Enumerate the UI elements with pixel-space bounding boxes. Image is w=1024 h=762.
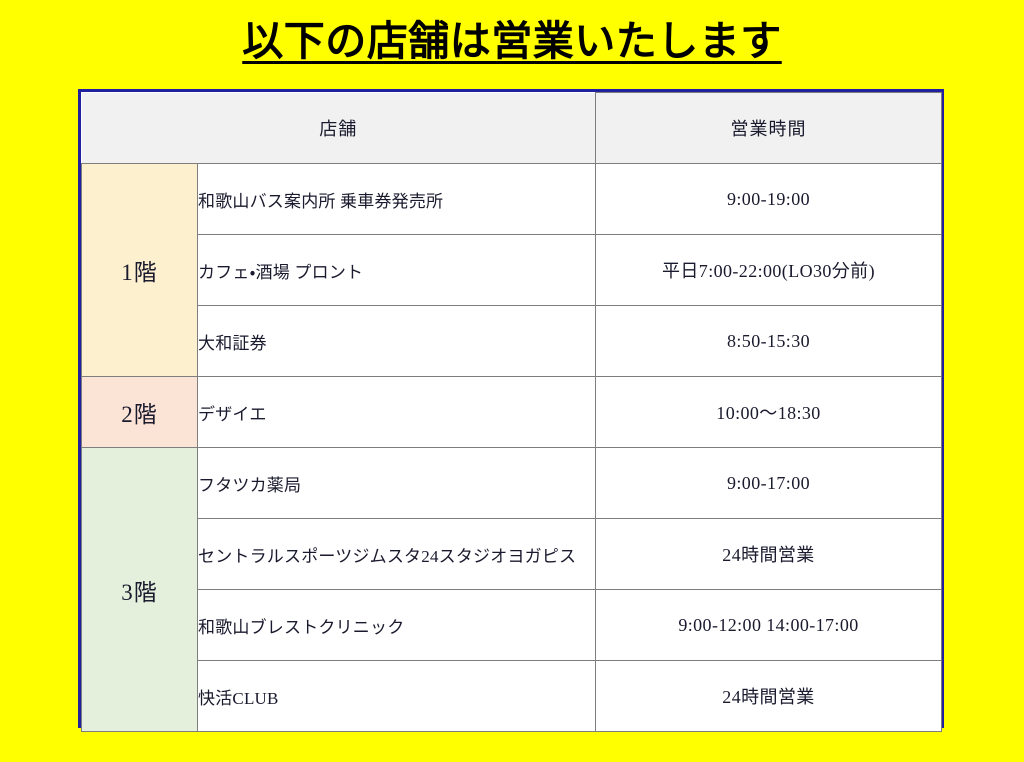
table-header: 店舗 営業時間 bbox=[81, 92, 942, 164]
table-row: 1階 和歌山バス案内所 乗車券発売所 9:00-19:00 bbox=[81, 163, 942, 377]
table-body: 1階 和歌山バス案内所 乗車券発売所 9:00-19:00 カフェ・酒場 プロン… bbox=[81, 163, 942, 732]
shop-hours: 9:00-12:00 14:00-17:00 bbox=[595, 589, 942, 661]
table-row: 2階 デザイエ 10:00〜18:30 bbox=[81, 376, 942, 448]
floor-label-3f: 3階 bbox=[81, 447, 198, 732]
shop-name: デザイエ bbox=[197, 376, 596, 448]
page-title: 以下の店舗は営業いたします bbox=[242, 16, 782, 65]
table-row: 和歌山ブレストクリニック 9:00-12:00 14:00-17:00 bbox=[82, 589, 942, 661]
shop-hours: 24時間営業 bbox=[595, 660, 942, 732]
page-title-banner: 以下の店舗は営業いたします bbox=[0, 0, 1024, 82]
shop-name: カフェ・酒場 プロント bbox=[197, 234, 596, 306]
column-header-shop: 店舗 bbox=[81, 92, 596, 164]
table-row: カフェ・酒場 プロント 平日7:00-22:00(LO30分前) bbox=[82, 234, 942, 306]
shop-name: 快活CLUB bbox=[197, 660, 596, 732]
store-hours-table-frame: 店舗 営業時間 1階 和歌山バス案内所 乗車券発売所 9:00-19:00 カフ… bbox=[78, 89, 944, 732]
column-header-hours: 営業時間 bbox=[595, 92, 942, 164]
shop-name: フタツカ薬局 bbox=[197, 447, 596, 519]
shop-hours: 8:50-15:30 bbox=[595, 305, 942, 377]
shop-hours: 10:00〜18:30 bbox=[595, 376, 942, 448]
floor-label-2f: 2階 bbox=[81, 376, 198, 448]
shop-hours: 平日7:00-22:00(LO30分前) bbox=[595, 234, 942, 306]
shop-hours: 9:00-19:00 bbox=[595, 163, 942, 235]
shop-name: 和歌山ブレストクリニック bbox=[197, 589, 596, 661]
table-row: セントラルスポーツジムスタ24スタジオヨガピス 24時間営業 bbox=[82, 518, 942, 590]
shop-name: 和歌山バス案内所 乗車券発売所 bbox=[197, 163, 596, 235]
shop-hours: 24時間営業 bbox=[595, 518, 942, 590]
table-header-row: 店舗 営業時間 bbox=[81, 92, 942, 164]
shop-hours: 9:00-17:00 bbox=[595, 447, 942, 519]
shop-name: 大和証券 bbox=[197, 305, 596, 377]
floor-label-1f: 1階 bbox=[81, 163, 198, 377]
table-row: 大和証券 8:50-15:30 bbox=[82, 305, 942, 377]
shop-name: セントラルスポーツジムスタ24スタジオヨガピス bbox=[197, 518, 596, 590]
store-hours-table: 店舗 営業時間 1階 和歌山バス案内所 乗車券発売所 9:00-19:00 カフ… bbox=[81, 92, 942, 732]
table-row: 3階 フタツカ薬局 9:00-17:00 bbox=[81, 447, 942, 732]
table-row: 快活CLUB 24時間営業 bbox=[82, 660, 942, 732]
